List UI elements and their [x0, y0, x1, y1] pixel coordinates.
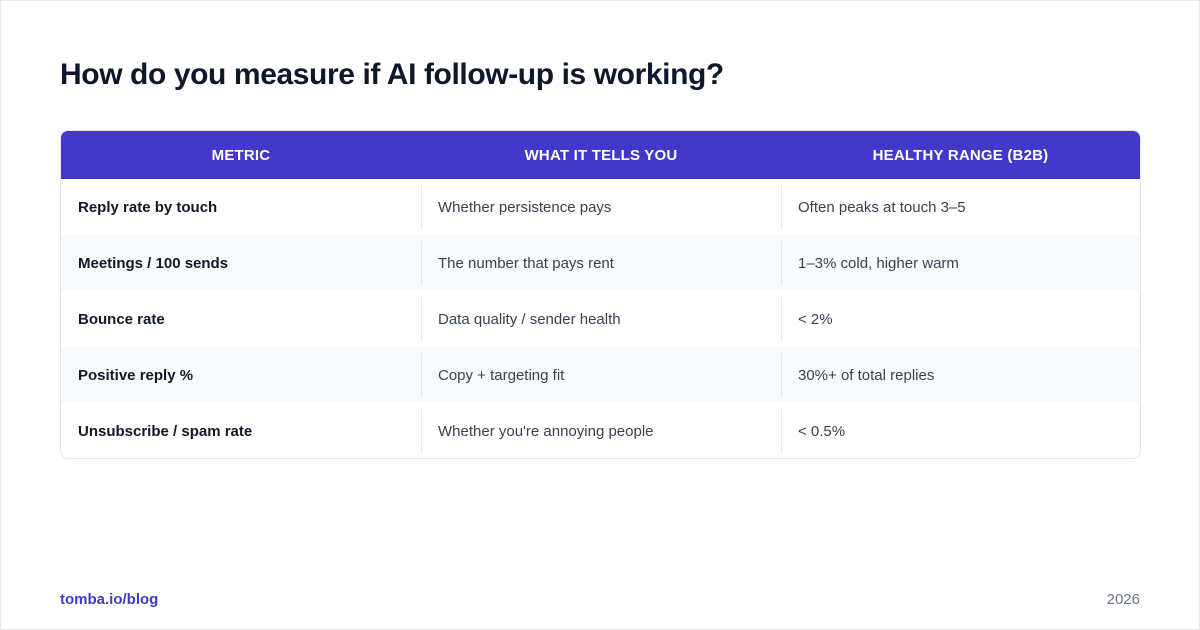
range-cell: 30%+ of total replies: [781, 347, 1140, 403]
header-what-it-tells-you: WHAT IT TELLS YOU: [524, 146, 678, 164]
table-row: Unsubscribe / spam rate Whether you're a…: [61, 403, 1140, 458]
meaning-cell: Whether persistence pays: [421, 179, 781, 235]
metrics-table: METRIC WHAT IT TELLS YOU HEALTHY RANGE (…: [60, 130, 1141, 459]
metric-cell: Bounce rate: [78, 310, 165, 328]
page-title: How do you measure if AI follow-up is wo…: [60, 58, 724, 91]
table-row: Positive reply % Copy + targeting fit 30…: [61, 347, 1140, 403]
meaning-cell: The number that pays rent: [421, 235, 781, 291]
table-row: Reply rate by touch Whether persistence …: [61, 179, 1140, 235]
range-cell: < 2%: [781, 291, 1140, 347]
meaning-cell: Whether you're annoying people: [421, 403, 781, 458]
header-healthy-range: HEALTHY RANGE (B2B): [872, 146, 1049, 164]
table-row: Meetings / 100 sends The number that pay…: [61, 235, 1140, 291]
range-cell: < 0.5%: [781, 403, 1140, 458]
range-cell: Often peaks at touch 3–5: [781, 179, 1140, 235]
range-cell: 1–3% cold, higher warm: [781, 235, 1140, 291]
meaning-cell: Copy + targeting fit: [421, 347, 781, 403]
blog-link[interactable]: tomba.io/blog: [60, 591, 159, 608]
metric-cell: Meetings / 100 sends: [78, 254, 229, 272]
metric-cell: Unsubscribe / spam rate: [78, 422, 253, 440]
header-metric: METRIC: [211, 146, 271, 164]
meaning-cell: Data quality / sender health: [421, 291, 781, 347]
year-label: 2026: [1106, 591, 1140, 608]
metric-cell: Reply rate by touch: [78, 198, 218, 216]
table-header: METRIC WHAT IT TELLS YOU HEALTHY RANGE (…: [61, 131, 1140, 179]
table-row: Bounce rate Data quality / sender health…: [61, 291, 1140, 347]
metric-cell: Positive reply %: [78, 366, 194, 384]
